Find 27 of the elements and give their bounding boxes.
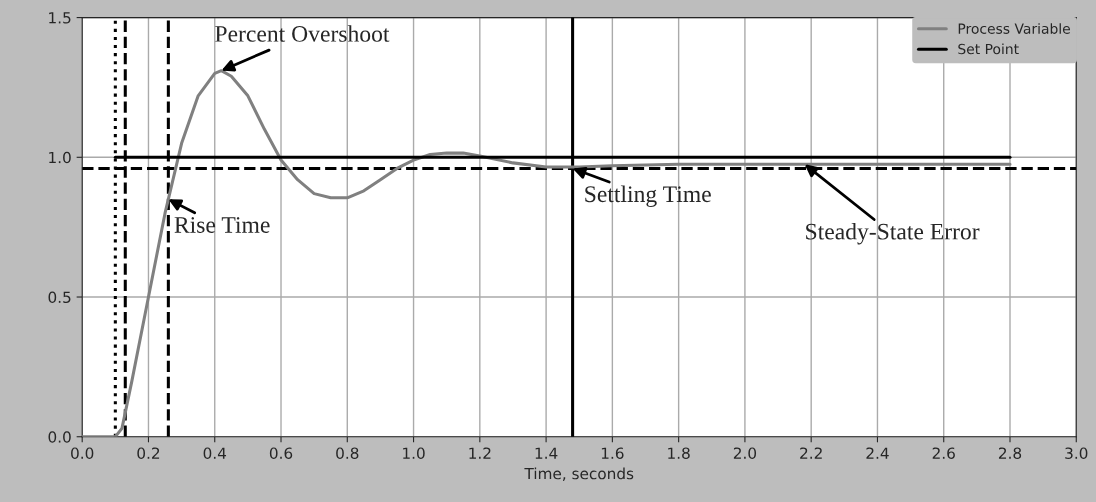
- x-tick-label: 1.0: [403, 447, 425, 459]
- x-tick-label: 0.4: [203, 447, 227, 459]
- annotation: Percent Overshoot: [215, 25, 390, 42]
- x-tick-label: 1.8: [668, 447, 690, 459]
- x-tick-label: 3.0: [1065, 447, 1088, 459]
- x-tick-label: 0.0: [71, 447, 94, 459]
- annotation: Steady-State Error: [806, 222, 980, 245]
- x-tick-label: 2.0: [733, 447, 757, 459]
- annotation: Settling Time: [585, 185, 711, 207]
- y-tick-label: 1.5: [49, 12, 71, 24]
- x-tick-label: 0.8: [336, 447, 359, 459]
- x-tick-label: 2.8: [998, 447, 1022, 459]
- x-tick-label: 0.6: [269, 447, 293, 459]
- x-tick-label: 1.4: [535, 447, 558, 459]
- annotation: Rise Time: [174, 217, 270, 233]
- y-tick-label: 1.0: [49, 151, 71, 164]
- x-tick-label: 2.6: [932, 447, 955, 459]
- legend-label: Process Variable: [958, 23, 1070, 34]
- x-tick-label: 2.2: [800, 447, 822, 459]
- x-tick-label: 0.2: [137, 447, 160, 459]
- y-tick-label: 0.5: [48, 291, 71, 304]
- x-axis-title: Time, seconds: [524, 467, 634, 481]
- y-tick-label: 0.0: [48, 431, 71, 443]
- x-tick-label: 2.4: [866, 447, 889, 459]
- legend-label: Set Point: [958, 43, 1019, 55]
- x-tick-label: 1.2: [469, 447, 491, 459]
- x-tick-label: 1.6: [601, 447, 624, 459]
